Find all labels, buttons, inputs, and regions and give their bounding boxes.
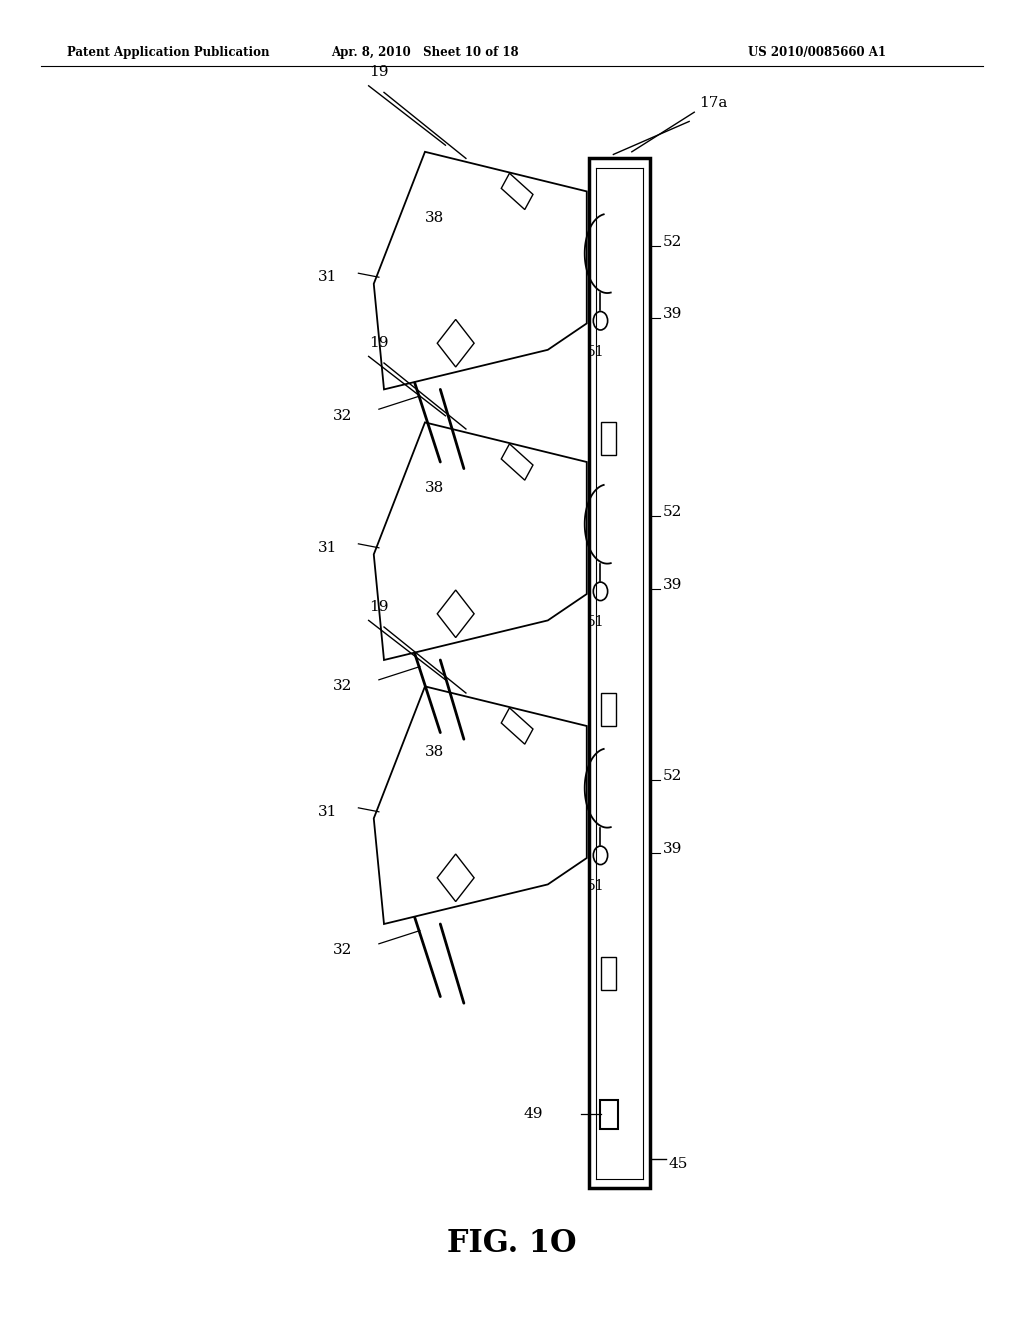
Text: 32: 32 xyxy=(333,409,352,422)
Bar xyxy=(601,957,616,990)
Polygon shape xyxy=(502,173,532,210)
Bar xyxy=(601,422,616,455)
Text: 38: 38 xyxy=(425,211,444,224)
Text: 39: 39 xyxy=(663,842,682,855)
Text: 19: 19 xyxy=(369,335,389,350)
Text: 52: 52 xyxy=(663,770,682,783)
Polygon shape xyxy=(437,854,474,902)
Text: US 2010/0085660 A1: US 2010/0085660 A1 xyxy=(748,46,886,59)
Bar xyxy=(601,693,616,726)
Polygon shape xyxy=(437,319,474,367)
Polygon shape xyxy=(437,590,474,638)
Text: 52: 52 xyxy=(663,235,682,248)
Text: 31: 31 xyxy=(317,271,337,284)
Text: 38: 38 xyxy=(425,746,444,759)
Text: 32: 32 xyxy=(333,944,352,957)
Bar xyxy=(589,158,650,1188)
Text: 31: 31 xyxy=(317,805,337,818)
Text: Patent Application Publication: Patent Application Publication xyxy=(67,46,269,59)
Text: 49: 49 xyxy=(523,1107,543,1121)
Bar xyxy=(600,1100,618,1129)
Polygon shape xyxy=(502,708,532,744)
Polygon shape xyxy=(374,422,587,660)
Text: 17a: 17a xyxy=(699,96,728,110)
Text: 45: 45 xyxy=(669,1158,688,1171)
Polygon shape xyxy=(374,686,587,924)
Text: 39: 39 xyxy=(663,578,682,591)
Text: 19: 19 xyxy=(369,599,389,614)
Text: 52: 52 xyxy=(663,506,682,519)
Text: 19: 19 xyxy=(369,65,389,79)
Polygon shape xyxy=(374,152,587,389)
Text: 51: 51 xyxy=(587,615,604,630)
Text: 32: 32 xyxy=(333,680,352,693)
Text: Apr. 8, 2010   Sheet 10 of 18: Apr. 8, 2010 Sheet 10 of 18 xyxy=(331,46,519,59)
Text: 39: 39 xyxy=(663,308,682,321)
Text: 31: 31 xyxy=(317,541,337,554)
Text: 38: 38 xyxy=(425,482,444,495)
Text: FIG. 1O: FIG. 1O xyxy=(447,1228,577,1259)
Text: 51: 51 xyxy=(587,879,604,894)
Polygon shape xyxy=(502,444,532,480)
Text: 51: 51 xyxy=(587,345,604,359)
